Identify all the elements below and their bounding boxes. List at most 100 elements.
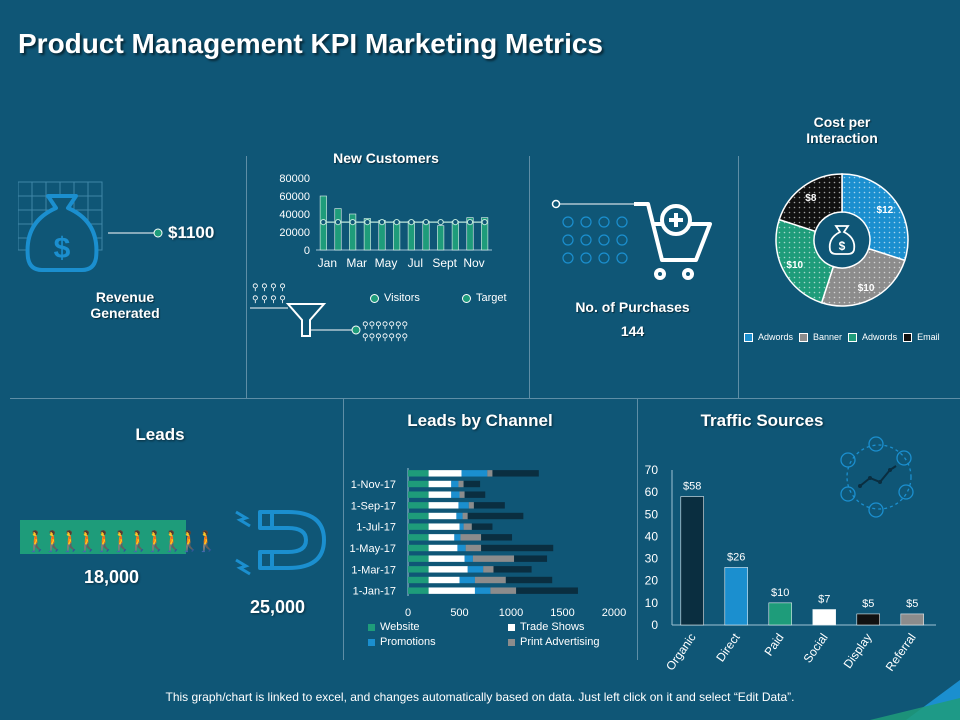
bar-website bbox=[408, 544, 429, 552]
legend-item: Promotions bbox=[368, 636, 508, 648]
bar-website bbox=[408, 480, 429, 488]
walking-person-icon: 🚶 bbox=[194, 529, 218, 553]
bar-trade-shows bbox=[428, 544, 458, 552]
bar-visitors bbox=[363, 218, 371, 251]
bar-website bbox=[408, 555, 429, 562]
target-point bbox=[481, 219, 488, 226]
leads-by-channel-chart: 1-Jan-17 1-Mar-17 1-May-17 1-Jul-17 1-Sep-17… bbox=[350, 468, 626, 619]
bar-print-advertising bbox=[463, 523, 472, 530]
divider bbox=[637, 398, 638, 660]
new-customers-chart: 0 20000 40000 60000 80000 Jan Mar May Jul Sept Nov bbox=[279, 173, 492, 270]
y-tick-label: 1-Mar-17 bbox=[351, 564, 396, 576]
target-point bbox=[334, 219, 342, 226]
walking-person-icon: 🚶 bbox=[177, 529, 202, 553]
pie-slice-texture bbox=[821, 248, 905, 306]
target-point bbox=[422, 219, 430, 226]
x-tick-label: Mar bbox=[346, 256, 367, 270]
target-point bbox=[393, 219, 400, 226]
cost-per-interaction-chart: $12 $10 $10 $8 $ bbox=[775, 173, 909, 307]
pie-label: $8 bbox=[805, 193, 817, 204]
bar-promotions bbox=[451, 480, 459, 488]
x-tick-label: Organic bbox=[663, 631, 699, 673]
target-point bbox=[437, 219, 444, 226]
pie-label: $12 bbox=[877, 205, 894, 216]
x-tick-label: Sept bbox=[432, 256, 457, 270]
bar-website bbox=[408, 502, 429, 509]
y-tick-label: 20000 bbox=[279, 227, 310, 239]
leads-progress-bar bbox=[20, 520, 186, 554]
walking-person-icon: 🚶 bbox=[58, 529, 83, 553]
y-tick-label: 0 bbox=[304, 245, 310, 257]
page-title: Product Management KPI Marketing Metrics bbox=[18, 28, 604, 59]
bar-print-advertising bbox=[459, 491, 465, 498]
new-customers-title: New Customers bbox=[333, 150, 439, 166]
pie-slice-texture bbox=[842, 174, 908, 261]
bar-print-advertising bbox=[460, 534, 482, 541]
bar-website bbox=[408, 576, 429, 584]
legend-swatch bbox=[744, 332, 753, 342]
target-point bbox=[364, 219, 371, 226]
bar-print-advertising bbox=[483, 566, 494, 573]
bar-website bbox=[408, 587, 429, 594]
bar-trade-shows bbox=[428, 566, 468, 573]
y-tick-label: 20 bbox=[645, 574, 659, 588]
bar-value-label: $7 bbox=[818, 594, 830, 606]
bar-display bbox=[856, 613, 880, 626]
traffic-sources-title: Traffic Sources bbox=[700, 411, 824, 430]
y-tick-label: 1-May-17 bbox=[350, 543, 396, 555]
divider bbox=[738, 156, 739, 398]
bar-print-advertising bbox=[487, 470, 493, 477]
bar-promotions bbox=[451, 491, 460, 498]
walking-person-icon: 🚶 bbox=[160, 529, 185, 553]
legend-item: Trade Shows bbox=[508, 621, 628, 633]
legend-item: Adwords bbox=[848, 332, 897, 342]
bar-promotions bbox=[454, 534, 461, 541]
target-point bbox=[349, 219, 356, 226]
bar-social bbox=[812, 609, 836, 626]
walking-person-icon: 🚶 bbox=[109, 529, 134, 553]
y-tick-label: 40 bbox=[645, 529, 659, 543]
bar-trade-shows bbox=[428, 576, 460, 584]
bar-print-advertising bbox=[462, 512, 468, 520]
bar-visitors bbox=[334, 208, 342, 251]
legend-swatch bbox=[370, 293, 379, 303]
y-tick-label: 70 bbox=[645, 463, 659, 477]
legend-swatch bbox=[799, 332, 809, 342]
bar-website bbox=[408, 566, 429, 573]
cart-icon bbox=[634, 202, 712, 280]
walking-person-icon: 🚶 bbox=[41, 529, 66, 553]
legend-visitors: Visitors bbox=[370, 292, 420, 304]
bar-promotions bbox=[464, 555, 473, 562]
svg-text:$: $ bbox=[54, 232, 71, 265]
network-icon bbox=[840, 436, 914, 518]
bar-value-label: $5 bbox=[862, 598, 874, 610]
bar-visitors bbox=[407, 220, 415, 251]
target-point bbox=[452, 219, 459, 226]
y-tick-label: 1-Jan-17 bbox=[353, 586, 396, 598]
bar-referral bbox=[900, 613, 924, 626]
bar-value-label: $5 bbox=[906, 598, 918, 610]
bar-trade-shows bbox=[428, 502, 459, 509]
divider bbox=[529, 156, 530, 398]
bar-promotions bbox=[457, 544, 466, 552]
bar-trade-shows bbox=[428, 555, 465, 562]
bar-trade-shows bbox=[428, 480, 452, 488]
x-tick-label: Referral bbox=[883, 631, 919, 674]
cost-per-interaction-title: Cost per Interaction bbox=[806, 114, 878, 146]
legend-item: Website bbox=[368, 621, 508, 633]
divider bbox=[10, 398, 960, 399]
bar-paid bbox=[768, 602, 792, 626]
bar-promotions bbox=[474, 587, 491, 594]
leads-people-graphic: 🚶🚶🚶🚶🚶🚶🚶🚶🚶🚶🚶 bbox=[20, 520, 218, 554]
bar-dark bbox=[463, 480, 481, 488]
pie-label: $10 bbox=[858, 283, 875, 294]
x-tick-label: 1500 bbox=[550, 607, 574, 619]
bar-dark bbox=[492, 470, 539, 477]
legend-swatch bbox=[903, 332, 913, 342]
walking-people-icon: 🚶🚶🚶🚶🚶🚶🚶🚶🚶🚶🚶 bbox=[24, 529, 218, 553]
bar-print-advertising bbox=[474, 576, 506, 584]
bar-trade-shows bbox=[428, 491, 452, 498]
legend-item: Banner bbox=[799, 332, 842, 342]
bar-website bbox=[408, 534, 429, 541]
legend-label: Target bbox=[476, 292, 507, 304]
